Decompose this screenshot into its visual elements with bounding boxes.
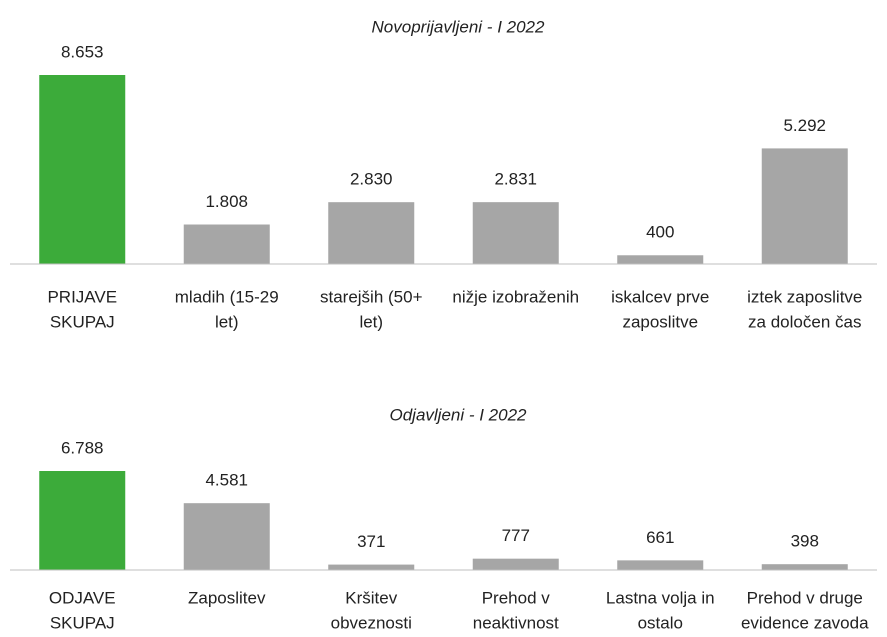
- category-label: iskalcev prve: [611, 287, 709, 306]
- value-label: 398: [791, 532, 819, 551]
- bar: [183, 503, 270, 570]
- category-label: ostalo: [638, 613, 683, 632]
- category-label: Zaposlitev: [188, 588, 266, 607]
- category-label: Prehod v druge: [747, 588, 863, 607]
- category-label: let): [215, 312, 239, 331]
- bar: [39, 75, 126, 264]
- bar: [328, 202, 415, 264]
- bar: [617, 560, 704, 570]
- category-label: iztek zaposlitve: [747, 287, 862, 306]
- category-label: ODJAVE: [49, 588, 116, 607]
- category-label: let): [359, 312, 383, 331]
- category-label: PRIJAVE: [47, 287, 117, 306]
- bar: [617, 255, 704, 264]
- value-label: 777: [502, 526, 530, 545]
- category-label: Kršitev: [345, 588, 397, 607]
- chart-title: Novoprijavljeni - I 2022: [372, 17, 545, 36]
- bar: [761, 148, 848, 264]
- category-label: obveznosti: [331, 613, 412, 632]
- value-label: 1.808: [205, 192, 248, 211]
- value-label: 8.653: [61, 42, 104, 61]
- category-label: starejših (50+: [320, 287, 423, 306]
- category-label: SKUPAJ: [50, 312, 115, 331]
- value-label: 661: [646, 528, 674, 547]
- chart-title: Odjavljeni - I 2022: [389, 405, 527, 424]
- value-label: 6.788: [61, 438, 104, 457]
- value-label: 371: [357, 532, 385, 551]
- category-label: Prehod v: [482, 588, 551, 607]
- bar: [472, 202, 559, 264]
- category-label: mladih (15-29: [175, 287, 279, 306]
- category-label: zaposlitve: [622, 312, 698, 331]
- bar: [761, 564, 848, 570]
- category-label: Lastna volja in: [606, 588, 715, 607]
- value-label: 4.581: [205, 471, 248, 490]
- bar: [328, 564, 415, 570]
- bar: [39, 471, 126, 570]
- bar: [472, 558, 559, 570]
- value-label: 2.831: [494, 170, 537, 189]
- category-label: za določen čas: [748, 312, 861, 331]
- category-label: evidence zavoda: [741, 613, 869, 632]
- category-label: SKUPAJ: [50, 613, 115, 632]
- category-label: neaktivnost: [473, 613, 559, 632]
- value-label: 5.292: [783, 116, 826, 135]
- category-label: nižje izobraženih: [452, 287, 579, 306]
- value-label: 400: [646, 223, 674, 242]
- value-label: 2.830: [350, 170, 393, 189]
- bar: [183, 224, 270, 264]
